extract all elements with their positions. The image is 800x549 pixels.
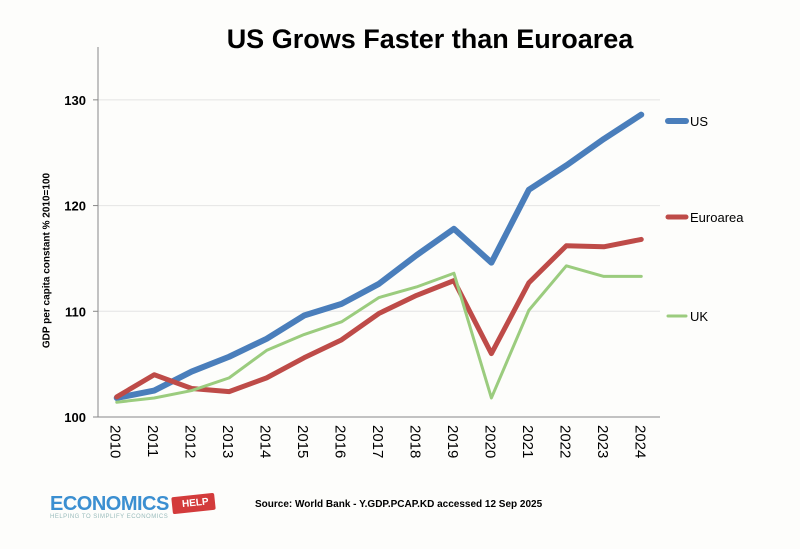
y-tick-label: 100 [64, 410, 86, 425]
y-tick-label: 110 [65, 304, 86, 319]
x-tick-label: 2019 [444, 425, 461, 458]
series-line-uk [115, 264, 643, 404]
legend-label: Euroarea [690, 210, 744, 225]
y-tick-label: 120 [64, 199, 86, 214]
legend-label: US [690, 114, 708, 129]
x-tick-label: 2023 [594, 425, 611, 458]
series-line-us [113, 111, 645, 401]
x-tick-label: 2013 [219, 425, 236, 458]
x-tick-label: 2012 [182, 425, 199, 458]
x-tick-label: 2020 [481, 425, 498, 458]
source-note: Source: World Bank - Y.GDP.PCAP.KD acces… [255, 499, 543, 510]
y-tick-label: 130 [64, 93, 86, 108]
x-tick-label: 2017 [369, 425, 386, 458]
x-tick-label: 2016 [332, 425, 349, 458]
x-tick-label: 2021 [519, 425, 536, 458]
legend-label: UK [690, 309, 708, 324]
x-tick-label: 2024 [631, 425, 648, 458]
economics-help-logo: ECONOMICS HELP HELPING TO SIMPLIFY ECONOM… [50, 492, 216, 520]
chart-title: US Grows Faster than Euroarea [226, 24, 634, 54]
series-line-euroarea [114, 236, 644, 400]
x-tick-label: 2015 [294, 425, 311, 458]
x-tick-label: 2014 [257, 425, 274, 458]
x-tick-label: 2010 [107, 425, 124, 458]
x-tick-label: 2022 [556, 425, 573, 458]
x-tick-label: 2011 [144, 425, 161, 457]
x-tick-label: 2018 [406, 425, 423, 458]
